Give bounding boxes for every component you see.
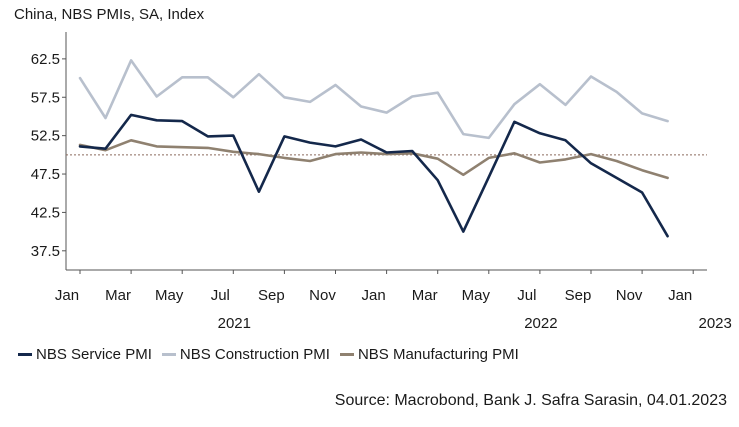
x-tick-label: Mar — [412, 287, 438, 304]
legend-item-construction: NBS Construction PMI — [161, 346, 330, 363]
series-line-service — [78, 113, 669, 238]
legend-item-manufacturing: NBS Manufacturing PMI — [339, 346, 519, 363]
x-tick-label: Jul — [211, 287, 230, 304]
chart-legend: NBS Service PMI NBS Construction PMI NBS… — [18, 346, 529, 363]
y-tick-label: 42.5 — [31, 204, 60, 221]
legend-swatch-construction — [161, 353, 176, 356]
x-tick-label: Jan — [362, 287, 386, 304]
y-tick-label: 57.5 — [31, 89, 60, 106]
x-tick-label: May — [462, 287, 491, 304]
x-tick-label: Sep — [258, 287, 285, 304]
x-tick-label: Jul — [517, 287, 536, 304]
x-year-label: 2021 — [218, 315, 251, 332]
y-tick-label: 52.5 — [31, 128, 60, 145]
legend-label-manufacturing: NBS Manufacturing PMI — [357, 346, 519, 363]
legend-swatch-service — [18, 353, 32, 356]
legend-label-service: NBS Service PMI — [36, 346, 152, 363]
x-tick-label: May — [155, 287, 184, 304]
x-tick-label: Jan — [55, 287, 79, 304]
legend-item-service: NBS Service PMI — [18, 346, 152, 363]
x-tick-label: Mar — [105, 287, 131, 304]
y-tick-label: 62.5 — [31, 51, 60, 68]
legend-label-construction: NBS Construction PMI — [179, 346, 330, 363]
x-tick-label: Nov — [616, 287, 643, 304]
y-tick-label: 37.5 — [31, 243, 60, 260]
x-year-label: 2023 — [699, 315, 732, 332]
y-tick-label: 47.5 — [31, 166, 60, 183]
legend-swatch-manufacturing — [339, 353, 354, 356]
source-note: Source: Macrobond, Bank J. Safra Sarasin… — [334, 392, 727, 409]
chart-title: China, NBS PMIs, SA, Index — [14, 6, 205, 23]
x-tick-label: Sep — [565, 287, 592, 304]
series-line-manufacturing — [78, 139, 669, 180]
x-tick-label: Nov — [309, 287, 336, 304]
series-line-construction — [78, 59, 669, 140]
x-year-label: 2022 — [524, 315, 557, 332]
x-tick-label: Jan — [668, 287, 692, 304]
line-chart: 37.5 42.5 47.5 52.5 57.5 62.5 Jan Mar May Jul Sep N… — [31, 32, 732, 332]
